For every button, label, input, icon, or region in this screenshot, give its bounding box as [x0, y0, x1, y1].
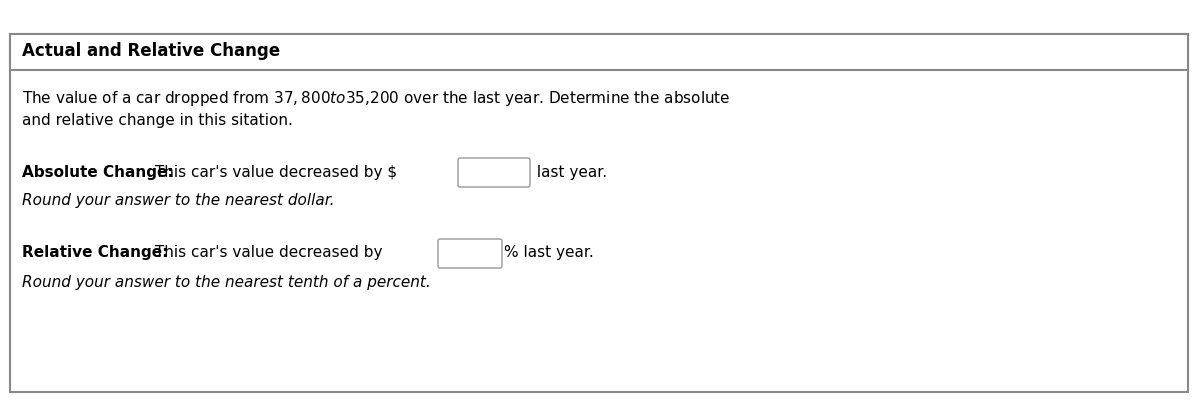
Text: This car's value decreased by $: This car's value decreased by $: [150, 164, 397, 180]
Text: The value of a car dropped from $37,800 to $35,200 over the last year. Determine: The value of a car dropped from $37,800 …: [22, 88, 731, 108]
Text: Absolute Change:: Absolute Change:: [22, 164, 174, 180]
Text: Round your answer to the nearest dollar.: Round your answer to the nearest dollar.: [22, 192, 335, 208]
FancyBboxPatch shape: [438, 239, 502, 268]
Text: Relative Change:: Relative Change:: [22, 244, 168, 260]
Text: Actual and Relative Change: Actual and Relative Change: [22, 42, 280, 60]
FancyBboxPatch shape: [10, 34, 1188, 70]
FancyBboxPatch shape: [458, 158, 530, 187]
Text: % last year.: % last year.: [504, 244, 594, 260]
Text: Round your answer to the nearest tenth of a percent.: Round your answer to the nearest tenth o…: [22, 274, 431, 290]
Text: and relative change in this sitation.: and relative change in this sitation.: [22, 112, 293, 128]
Text: last year.: last year.: [532, 164, 607, 180]
FancyBboxPatch shape: [10, 34, 1188, 392]
Text: This car's value decreased by: This car's value decreased by: [150, 244, 388, 260]
